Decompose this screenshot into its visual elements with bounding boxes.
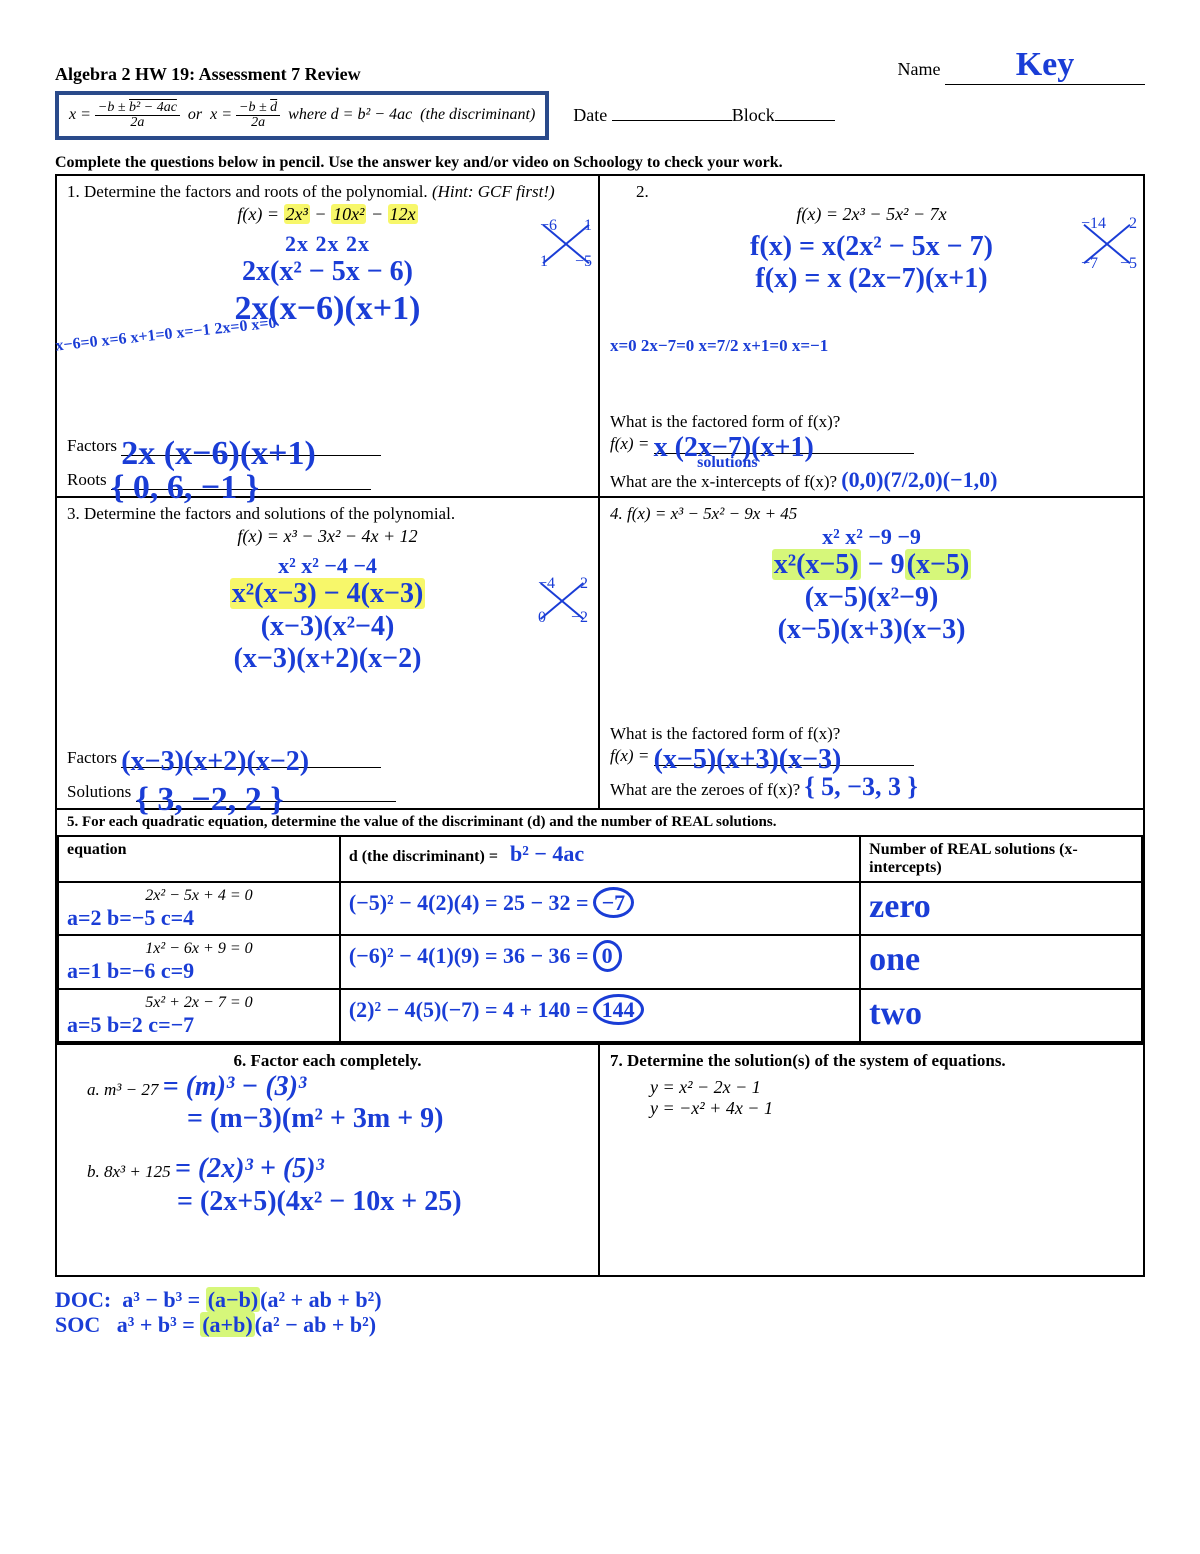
formula-row: x = −b ± b² − 4ac2a or x = −b ± d2a wher…: [55, 91, 1145, 140]
q6-cell: 6. Factor each completely. a. m³ − 27 = …: [57, 1045, 600, 1275]
q4-work0: x² x² −9 −9: [610, 524, 1133, 549]
q3-xbox: −42 0−2: [538, 576, 588, 626]
name-label: Name: [898, 59, 941, 79]
q7-eq1: y = x² − 2x − 1: [610, 1077, 1133, 1098]
q2-work0: f(x) = x(2x² − 5x − 7): [610, 231, 1133, 263]
q5-row-1: 1x² − 6x + 9 = 0a=1 b=−6 c=9 (−6)² − 4(1…: [58, 935, 1142, 988]
date-block: Date Block: [573, 105, 834, 126]
q1-fx: f(x) = 2x³ − 10x² − 12x: [67, 204, 588, 225]
footer-soc: SOC a³ + b³ = (a+b)(a² − ab + b²): [55, 1312, 1145, 1337]
q5-col-d: d (the discriminant) = b² − 4ac: [340, 836, 860, 882]
q2-factored-lbl: f(x) =: [610, 434, 649, 453]
q4-factored-q: What is the factored form of f(x)?: [610, 724, 840, 743]
q1-cell: 1. Determine the factors and roots of th…: [57, 176, 600, 496]
q3-factors-label: Factors: [67, 748, 117, 767]
q3-cell: 3. Determine the factors and solutions o…: [57, 498, 600, 808]
q6-prompt: 6. Factor each completely.: [67, 1051, 588, 1071]
q3-solutions-label: Solutions: [67, 782, 131, 801]
q4-work3: (x−5)(x+3)(x−3): [610, 614, 1133, 646]
q4-prompt: 4. f(x) = x³ − 5x² − 9x + 45: [610, 504, 1133, 524]
q7-eq2: y = −x² + 4x − 1: [610, 1098, 1133, 1119]
formula-box: x = −b ± b² − 4ac2a or x = −b ± d2a wher…: [55, 91, 549, 140]
q5-row-0: 2x² − 5x + 4 = 0a=2 b=−5 c=4 (−5)² − 4(2…: [58, 882, 1142, 935]
q2-side: x=0 2x−7=0 x=7/2 x+1=0 x=−1: [610, 336, 828, 356]
q6-a-eq: a. m³ − 27: [87, 1080, 158, 1099]
q5-row-2: 5x² + 2x − 7 = 0a=5 b=2 c=−7 (2)² − 4(5)…: [58, 989, 1142, 1042]
q1-factors: 2x (x−6)(x+1): [121, 435, 316, 472]
q3-factors: (x−3)(x+2)(x−2): [121, 746, 309, 777]
q5-col-n: Number of REAL solutions (x-intercepts): [860, 836, 1142, 882]
q7-cell: 7. Determine the solution(s) of the syst…: [600, 1045, 1143, 1275]
q3-prompt: 3. Determine the factors and solutions o…: [67, 504, 588, 524]
q1-work0: 2x 2x 2x: [67, 231, 588, 256]
footer-notes: DOC: a³ − b³ = (a−b)(a² + ab + b²) SOC a…: [55, 1287, 1145, 1338]
q6-b-eq: b. 8x³ + 125: [87, 1162, 171, 1181]
q2-int-q: What are the solutionsx-intercepts of f(…: [610, 472, 837, 491]
q7-prompt: 7. Determine the solution(s) of the syst…: [610, 1051, 1133, 1071]
name-field: Name Key: [898, 45, 1145, 85]
q1-roots-label: Roots: [67, 470, 107, 489]
q3-work3: (x−3)(x+2)(x−2): [67, 643, 588, 675]
q2-intercepts: (0,0)(7/2,0)(−1,0): [841, 467, 997, 492]
q5-table: equation d (the discriminant) = b² − 4ac…: [57, 835, 1143, 1043]
q4-work2: (x−5)(x²−9): [610, 582, 1133, 614]
q6-b-w0: = (2x)³ + (5)³: [175, 1153, 324, 1184]
q1-xbox: −61 1−5: [540, 218, 592, 270]
q1-work2: 2x(x−6)(x+1): [67, 289, 588, 328]
q3-work2: (x−3)(x²−4): [67, 611, 588, 643]
q1-work1: 2x(x² − 5x − 6): [67, 256, 588, 288]
q1-prompt: 1. Determine the factors and roots of th…: [67, 182, 428, 201]
q4-factored: (x−5)(x+3)(x−3): [654, 744, 842, 775]
q4-zeroes-q: What are the zeroes of f(x)?: [610, 780, 800, 799]
q1-hint: (Hint: GCF first!): [432, 182, 555, 201]
page-title: Algebra 2 HW 19: Assessment 7 Review: [55, 64, 361, 85]
q3-work1: x²(x−3) − 4(x−3): [67, 578, 588, 610]
name-value: Key: [1016, 46, 1075, 83]
q3-fx: f(x) = x³ − 3x² − 4x + 12: [67, 526, 588, 547]
q2-xbox: −142 −7−5: [1081, 216, 1137, 272]
q2-work1: f(x) = x (2x−7)(x+1): [610, 263, 1133, 295]
q3-work0: x² x² −4 −4: [67, 553, 588, 578]
q4-cell: 4. f(x) = x³ − 5x² − 9x + 45 x² x² −9 −9…: [600, 498, 1143, 808]
q2-fx: f(x) = 2x³ − 5x² − 7x: [610, 204, 1133, 225]
q4-zeroes: { 5, −3, 3 }: [804, 772, 917, 801]
header: Algebra 2 HW 19: Assessment 7 Review Nam…: [55, 45, 1145, 85]
q2-cell: 2. f(x) = 2x³ − 5x² − 7x f(x) = x(2x² − …: [600, 176, 1143, 496]
q1-factors-label: Factors: [67, 436, 117, 455]
worksheet-grid: 1. Determine the factors and roots of th…: [55, 174, 1145, 1277]
q6-a-w1: = (m−3)(m² + 3m + 9): [67, 1103, 588, 1135]
q6-a-w0: = (m)³ − (3)³: [163, 1071, 307, 1102]
date-label: Date: [573, 105, 607, 125]
q4-factored-lbl: f(x) =: [610, 746, 649, 765]
instructions: Complete the questions below in pencil. …: [55, 154, 1145, 172]
q4-work1: x²(x−5) − 9(x−5): [610, 549, 1133, 581]
block-label: Block: [732, 105, 775, 125]
q3-solutions: { 3, −2, 2 }: [136, 781, 284, 818]
q6-b-w1: = (2x+5)(4x² − 10x + 25): [67, 1186, 588, 1218]
q2-num: 2.: [610, 182, 1133, 202]
q2-factored-q: What is the factored form of f(x)?: [610, 412, 840, 431]
q5-col-eq: equation: [58, 836, 340, 882]
footer-doc: DOC: a³ − b³ = (a−b)(a² + ab + b²): [55, 1287, 1145, 1312]
